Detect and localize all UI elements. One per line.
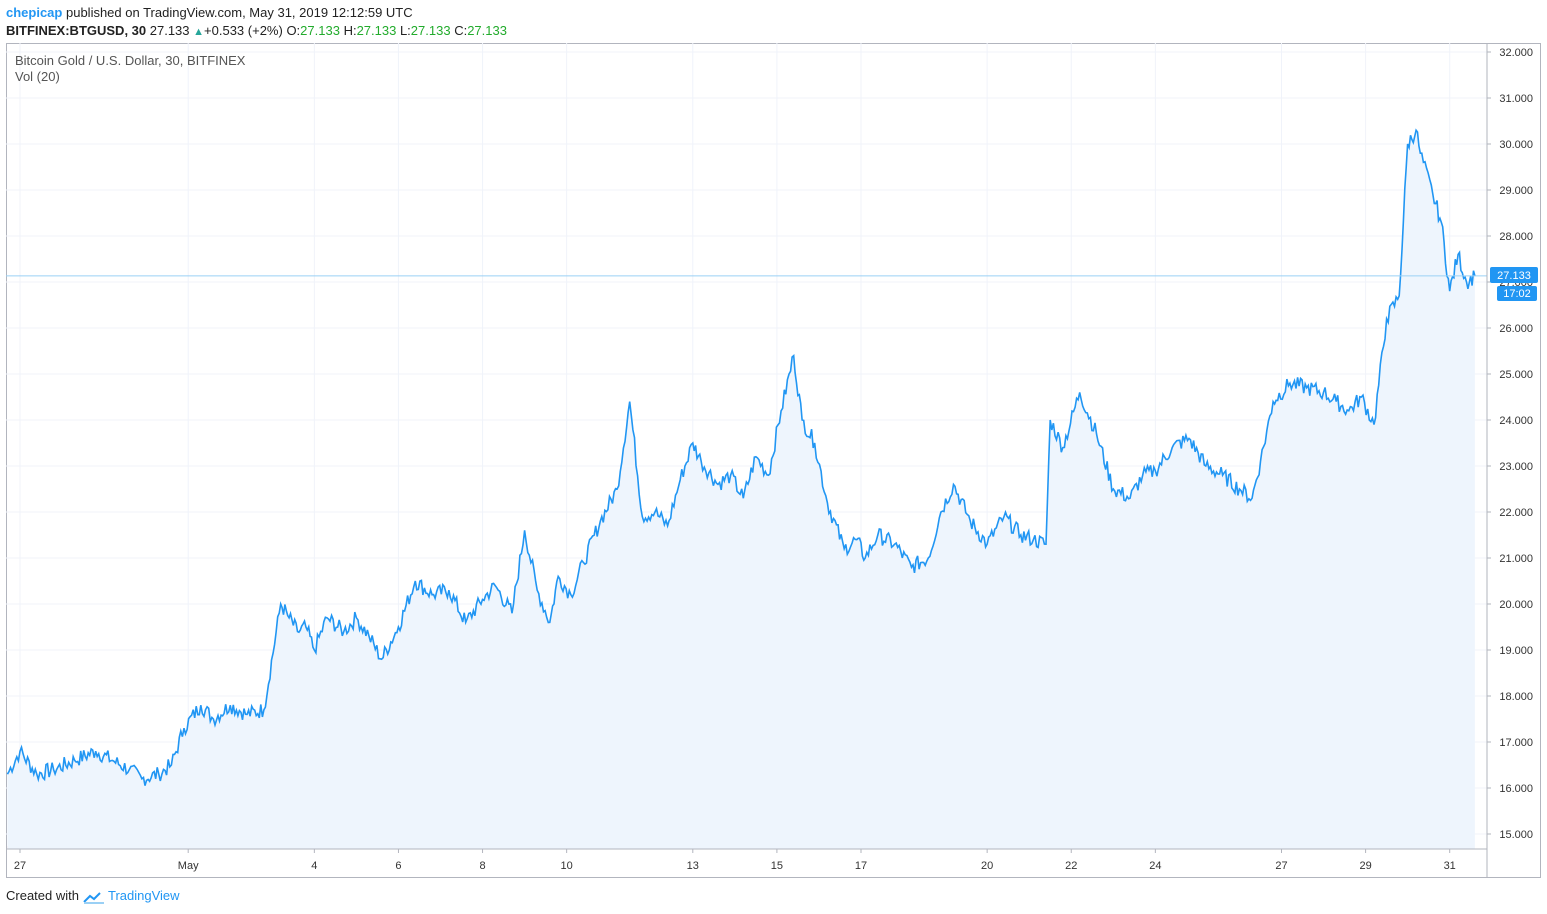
low-label: L: <box>399 23 411 38</box>
price-tick-label: 32.000 <box>1499 47 1533 59</box>
price-tick-label: 23.000 <box>1499 461 1533 473</box>
price-tick-label: 19.000 <box>1499 645 1533 657</box>
time-tick-label: 27 <box>1275 860 1287 872</box>
last-price-tag: 27.133 17:02 <box>1490 267 1538 301</box>
ohlc-line: BITFINEX:BTGUSD, 30 27.133 ▲+0.533 (+2%)… <box>6 22 507 41</box>
price-line <box>6 128 1476 786</box>
series-title: Bitcoin Gold / U.S. Dollar, 30, BITFINEX <box>15 53 246 68</box>
price-tick-label: 30.000 <box>1499 139 1533 151</box>
price-tick-label: 26.000 <box>1499 323 1533 335</box>
last-price-tag-box <box>1490 267 1538 283</box>
tradingview-logo-icon <box>82 891 104 904</box>
price-tick-label: 24.000 <box>1499 415 1533 427</box>
volume-title: Vol (20) <box>15 69 60 84</box>
high-value: 27.133 <box>356 23 397 38</box>
time-tick-label: 6 <box>395 860 401 872</box>
publish-line: chepicap published on TradingView.com, M… <box>6 4 507 22</box>
created-with-label: Created with <box>6 888 79 903</box>
time-tick-label: 29 <box>1359 860 1371 872</box>
price-area-fill <box>7 130 1475 849</box>
price-tick-label: 25.000 <box>1499 369 1533 381</box>
price-tick-label: 20.000 <box>1499 599 1533 611</box>
price-axis[interactable]: 15.000 16.000 17.000 18.000 19.000 20.000 21.0… <box>1487 47 1533 841</box>
close-label: C: <box>454 23 468 38</box>
tradingview-brand[interactable]: TradingView <box>108 888 180 903</box>
last-price-tag-value: 27.133 <box>1497 270 1531 282</box>
low-value: 27.133 <box>410 23 451 38</box>
last-price: 27.133 <box>149 23 190 38</box>
countdown-tag-box <box>1497 286 1537 301</box>
time-tick-label: 17 <box>855 860 867 872</box>
footer: Created with TradingView <box>6 888 180 904</box>
price-tick-label: 28.000 <box>1499 231 1533 243</box>
countdown-tag-value: 17:02 <box>1503 288 1531 300</box>
time-tick-label: 31 <box>1444 860 1456 872</box>
price-tick-label: 18.000 <box>1499 691 1533 703</box>
publish-info: published on TradingView.com, May 31, 20… <box>65 5 413 20</box>
close-value: 27.133 <box>467 23 507 38</box>
time-tick-label: 8 <box>479 860 485 872</box>
author-link[interactable]: chepicap <box>6 5 63 20</box>
open-value: 27.133 <box>300 23 340 38</box>
time-tick-label: 15 <box>771 860 783 872</box>
chart-header: chepicap published on TradingView.com, M… <box>6 4 507 41</box>
time-tick-label: 4 <box>311 860 317 872</box>
up-arrow-icon: ▲ <box>193 26 205 38</box>
time-tick-label: May <box>178 860 199 872</box>
price-tick-label: 29.000 <box>1499 185 1533 197</box>
price-change: +0.533 (+2%) <box>204 23 283 38</box>
time-axis[interactable]: 27 May 4 6 8 10 13 15 17 20 22 24 27 29 31 <box>14 849 1456 872</box>
time-tick-label: 27 <box>14 860 26 872</box>
symbol-label: BITFINEX:BTGUSD, 30 <box>6 23 147 38</box>
price-tick-label: 17.000 <box>1499 737 1533 749</box>
high-label: H: <box>343 23 357 38</box>
price-tick-label: 15.000 <box>1499 829 1533 841</box>
price-tick-label: 22.000 <box>1499 507 1533 519</box>
time-tick-label: 13 <box>687 860 699 872</box>
time-tick-label: 24 <box>1149 860 1161 872</box>
open-label: O: <box>286 23 301 38</box>
price-tick-label: 16.000 <box>1499 783 1533 795</box>
price-tick-label: 31.000 <box>1499 93 1533 105</box>
time-tick-label: 10 <box>561 860 573 872</box>
chart-frame <box>6 43 1541 878</box>
time-tick-label: 20 <box>981 860 993 872</box>
chart-legend: Bitcoin Gold / U.S. Dollar, 30, BITFINEX… <box>15 53 245 85</box>
price-tick-label: 21.000 <box>1499 553 1533 565</box>
time-tick-label: 22 <box>1065 860 1077 872</box>
